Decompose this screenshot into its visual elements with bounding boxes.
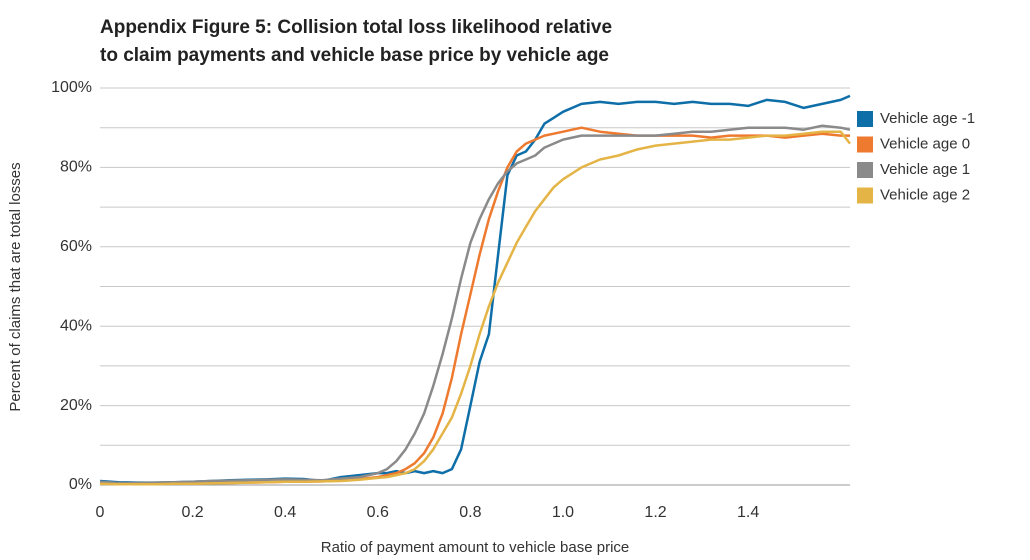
x-tick-label: 1.0 <box>552 504 574 521</box>
x-tick-label: 1.2 <box>644 504 666 521</box>
series-line <box>99 124 851 485</box>
x-tick-label: 1.4 <box>737 504 759 521</box>
series-line <box>99 94 851 484</box>
x-tick-label: 0.8 <box>459 504 481 521</box>
y-tick-label: 40% <box>60 317 92 334</box>
legend-label: Vehicle age 0 <box>880 135 970 152</box>
legend-swatch <box>857 136 873 153</box>
series-line <box>99 130 851 486</box>
y-tick-label: 100% <box>51 79 92 96</box>
series-line <box>99 126 850 486</box>
x-tick-label: 0 <box>96 504 105 521</box>
legend-swatch <box>857 111 873 127</box>
y-tick-label: 0% <box>69 476 92 493</box>
y-tick-label: 60% <box>60 238 92 255</box>
y-tick-label: 80% <box>60 159 92 176</box>
x-tick-label: 0.4 <box>274 504 296 521</box>
chart-title: to claim payments and vehicle base price… <box>100 45 609 66</box>
chart-title: Appendix Figure 5: Collision total loss … <box>100 17 612 38</box>
legend-label: Vehicle age 2 <box>880 186 970 203</box>
legend-swatch <box>857 162 873 178</box>
y-tick-label: 20% <box>60 397 92 414</box>
legend-label: Vehicle age -1 <box>880 110 975 127</box>
x-tick-label: 0.6 <box>367 504 389 521</box>
legend-swatch <box>857 187 873 204</box>
y-axis-title: Percent of claims that are total losses <box>7 162 24 411</box>
legend-label: Vehicle age 1 <box>880 161 970 178</box>
x-axis-title: Ratio of payment amount to vehicle base … <box>321 539 630 556</box>
x-tick-label: 0.2 <box>181 504 203 521</box>
